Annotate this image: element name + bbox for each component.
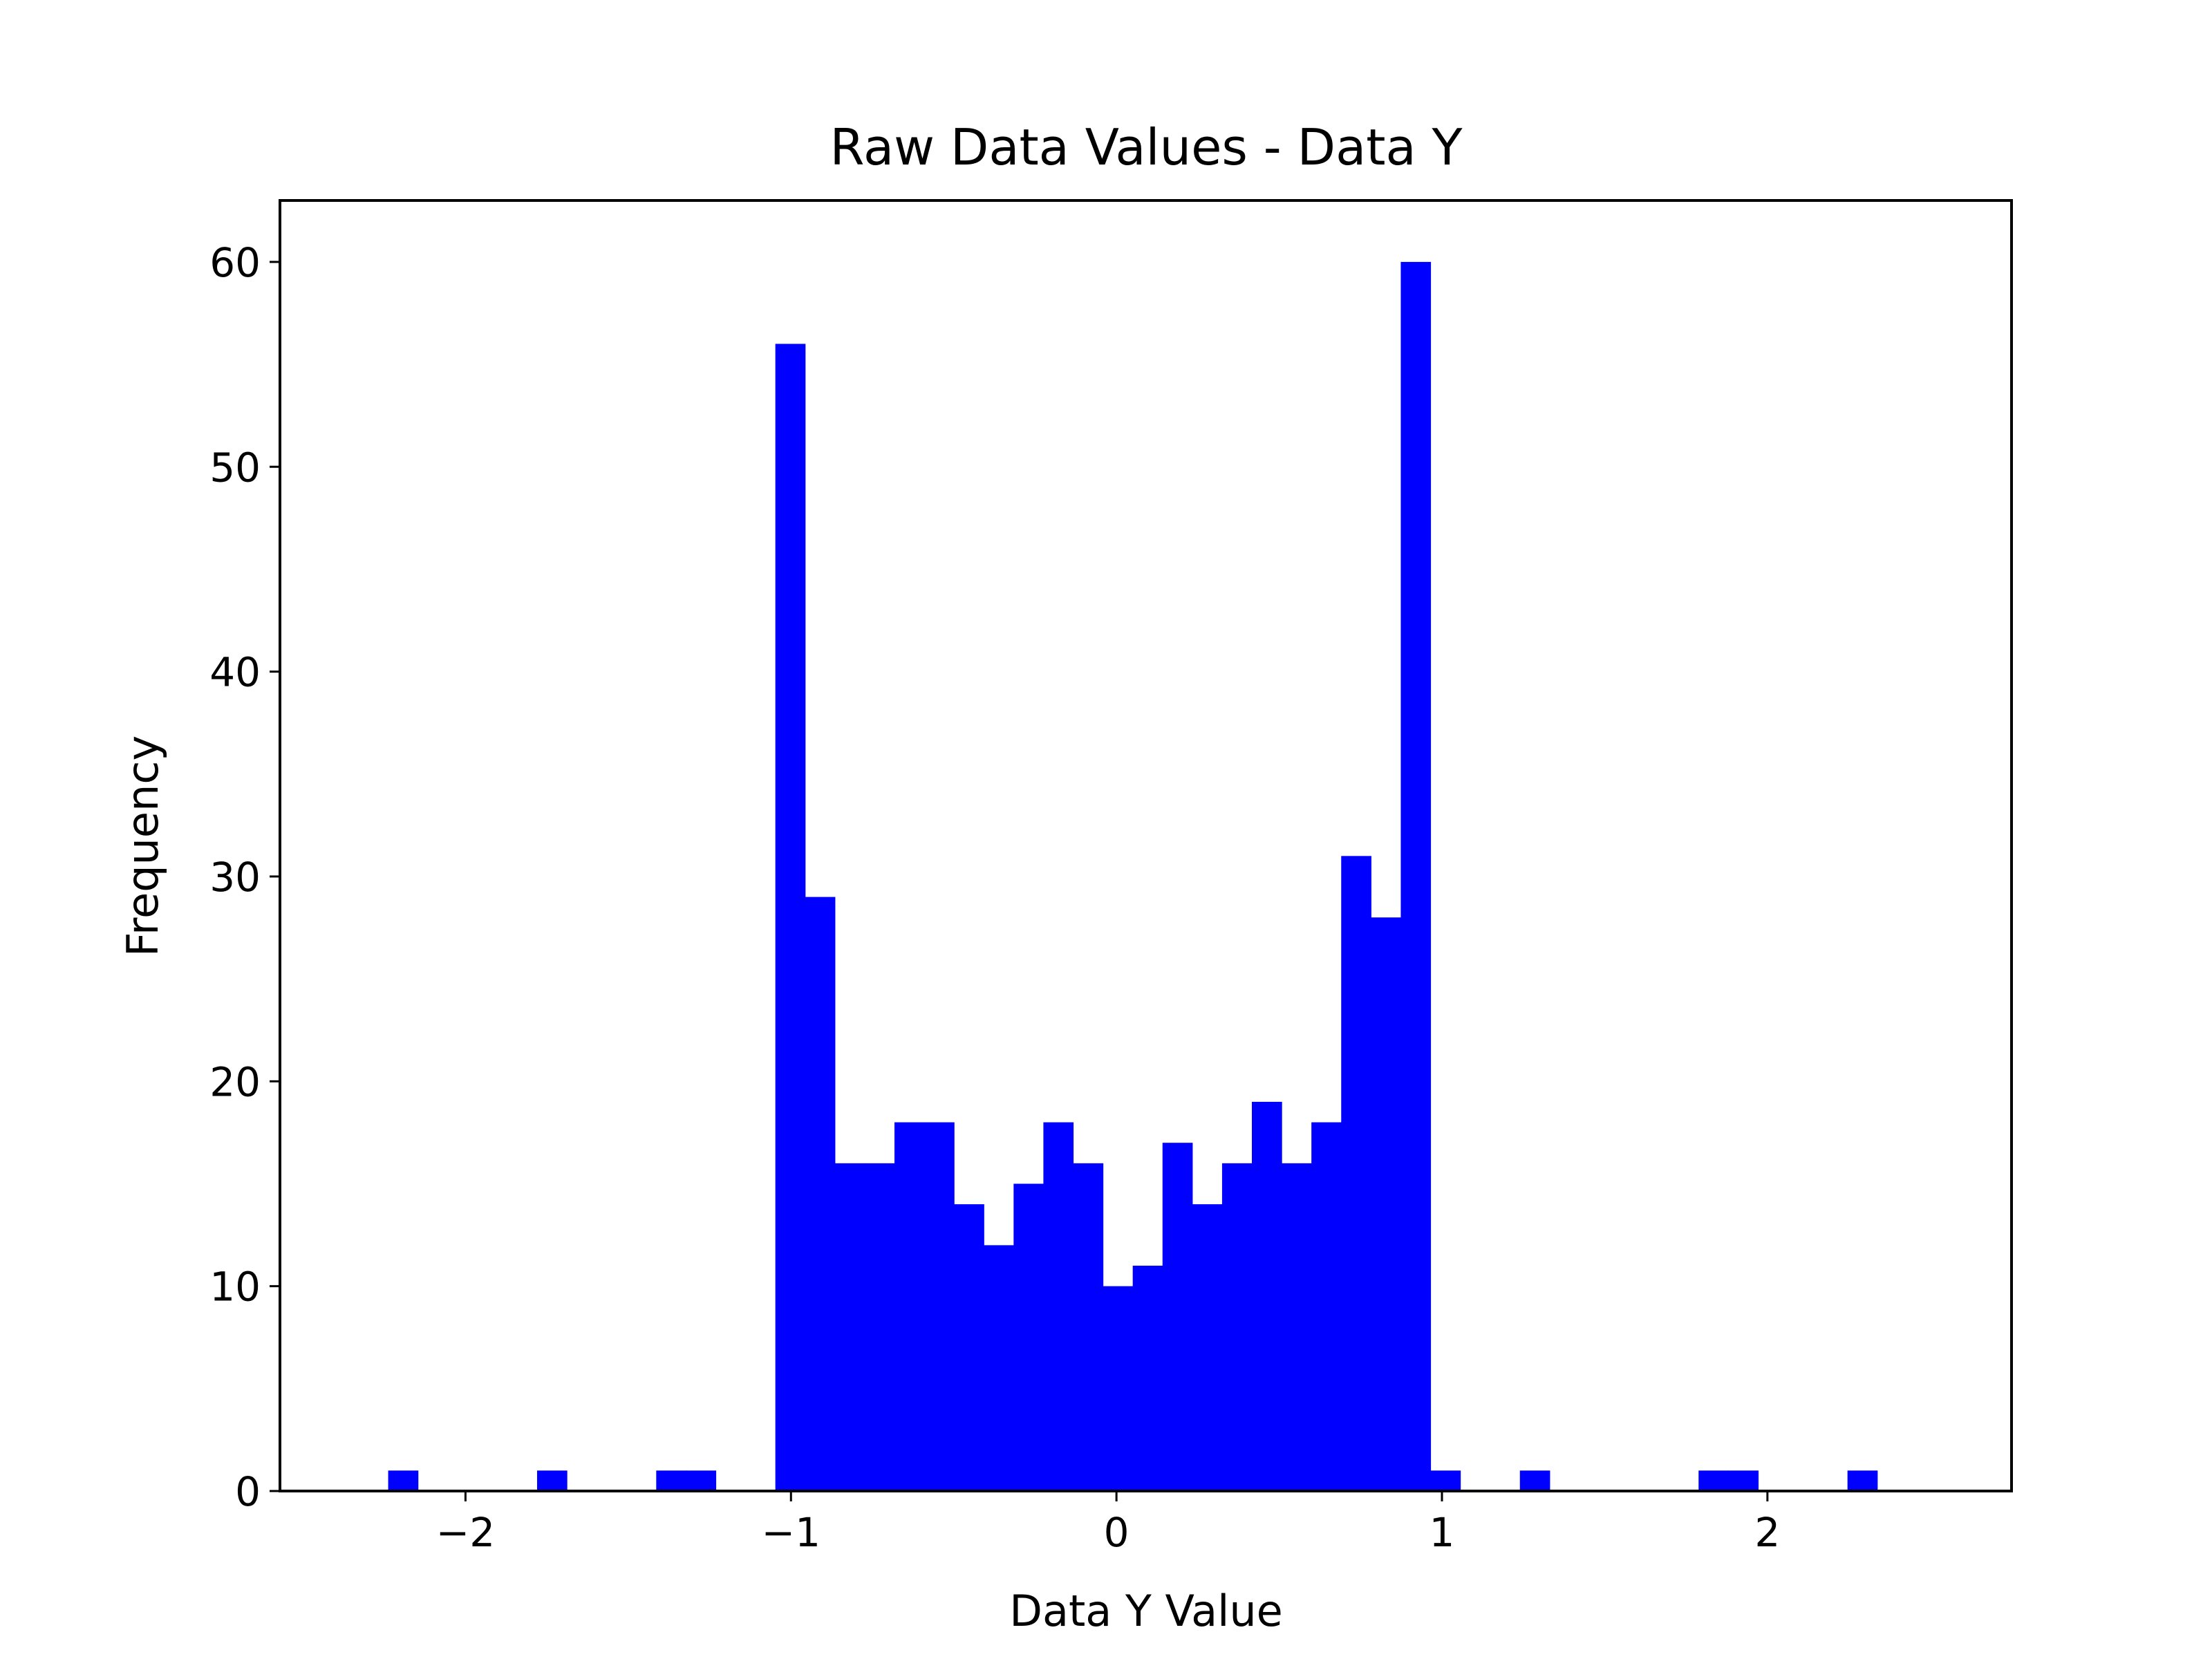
histogram-bar [1698, 1470, 1729, 1491]
histogram-bar [1192, 1204, 1223, 1491]
x-axis-label: Data Y Value [1009, 1586, 1283, 1636]
x-axis-ticks: −2 −1 0 1 2 [436, 1491, 1780, 1556]
histogram-bar [1728, 1470, 1759, 1491]
y-axis-ticks: 0 10 20 30 40 50 60 [209, 239, 280, 1515]
histogram-bar [864, 1163, 895, 1491]
histogram-bar [1430, 1470, 1461, 1491]
y-tick-label: 60 [209, 239, 261, 286]
y-tick-label: 10 [209, 1264, 261, 1311]
y-tick-label: 30 [209, 854, 261, 901]
histogram-bar [536, 1470, 568, 1491]
y-tick-label: 50 [209, 444, 261, 491]
histogram-bar [686, 1470, 717, 1491]
x-tick-label: 2 [1754, 1509, 1780, 1556]
bars-group [388, 261, 1878, 1492]
histogram-bar [1043, 1122, 1074, 1491]
histogram-bar [805, 897, 836, 1491]
histogram-bar [1252, 1101, 1282, 1491]
y-tick-label: 40 [209, 649, 261, 696]
x-tick-label: −2 [436, 1509, 496, 1556]
histogram-bar [388, 1470, 419, 1491]
histogram-bar [775, 344, 806, 1492]
histogram-bar [984, 1245, 1014, 1491]
histogram-bar [1282, 1163, 1312, 1491]
x-tick-label: −1 [762, 1509, 821, 1556]
histogram-bar [1013, 1183, 1044, 1491]
chart-title: Raw Data Values - Data Y [830, 118, 1463, 176]
y-axis-label: Frequency [118, 735, 168, 957]
plot-area-frame [279, 199, 2013, 1492]
histogram-bar [1371, 917, 1402, 1491]
y-tick-label: 0 [235, 1468, 261, 1515]
histogram-bar [1073, 1163, 1104, 1491]
histogram-bar [954, 1204, 984, 1491]
histogram-bar [1311, 1122, 1342, 1491]
histogram-bar [1162, 1143, 1193, 1491]
histogram-bar [1847, 1470, 1878, 1491]
histogram-bar [894, 1122, 925, 1491]
histogram-bar [924, 1122, 955, 1491]
histogram-bar [1221, 1163, 1253, 1491]
x-tick-label: 1 [1430, 1509, 1455, 1556]
histogram-bar [656, 1470, 686, 1491]
y-tick-label: 20 [209, 1058, 261, 1105]
histogram-bar [1341, 856, 1371, 1491]
histogram-bar [1519, 1470, 1550, 1491]
histogram-bar [1103, 1286, 1134, 1491]
histogram-bar [1132, 1266, 1163, 1491]
x-tick-label: 0 [1104, 1509, 1130, 1556]
histogram-bar [834, 1163, 865, 1491]
histogram-bar [1400, 261, 1432, 1491]
